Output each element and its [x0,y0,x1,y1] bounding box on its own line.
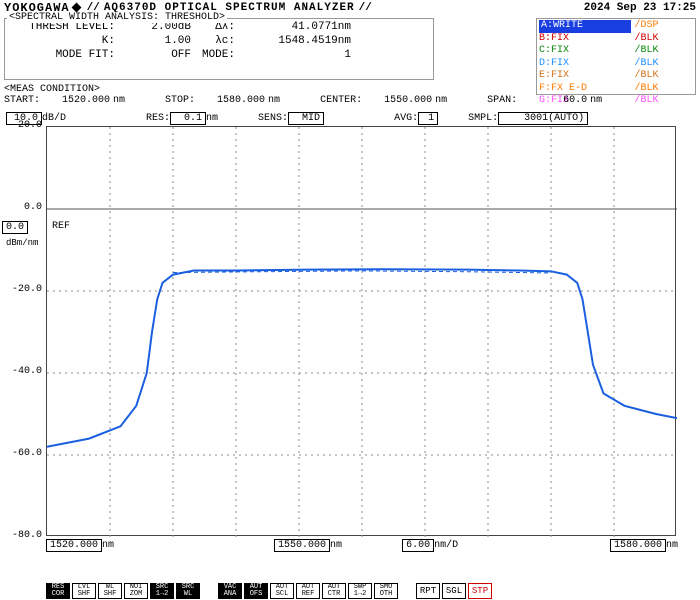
param-avg: AVG:1 [394,112,438,125]
meas-start: START: 1520.000 nm [4,95,125,106]
footer-btn-autofs[interactable]: AUTOFS [244,583,268,599]
footer-btn-wlshf[interactable]: WLSHF [98,583,122,599]
footer-btn-vacana[interactable]: VACANA [218,583,242,599]
datetime-label: 2024 Sep 23 17:25 [584,2,696,14]
x-center[interactable]: 1550.000 [274,539,330,552]
analysis-box: <SPECTRAL WIDTH ANALYSIS: THRESHOLD> THR… [4,18,434,80]
footer-btn-rpt[interactable]: RPT [416,583,440,599]
y-tick: 20.0 [0,120,42,131]
footer-btn-src1→2[interactable]: SRC1→2 [150,583,174,599]
trace-row: B:FIX/BLK [539,33,693,46]
x-right[interactable]: 1580.000 [610,539,666,552]
y-axis: 20.00.0-20.0-40.0-60.0-80.0 [0,126,44,536]
plot-wrap: 20.00.0-20.0-40.0-60.0-80.0 0.0 dBm/nm R… [0,126,700,554]
footer-btn-lvlshf[interactable]: LVLSHF [72,583,96,599]
y-tick: -60.0 [0,448,42,459]
y-tick: -20.0 [0,284,42,295]
meas-span: SPAN: 60.0 nm [487,95,602,106]
y-tick: -40.0 [0,366,42,377]
meas-center: CENTER: 1550.000 nm [320,95,447,106]
ref-level-box[interactable]: 0.0 [2,221,28,234]
footer-btn-rescor[interactable]: RESCOR [46,583,70,599]
x-axis-readout: 1520.000nm 1550.000nm 6.00nm/D 1580.000n… [0,536,700,554]
footer-btn-stp[interactable]: STP [468,583,492,599]
footer-btn-autctr[interactable]: AUTCTR [322,583,346,599]
meas-title: <MEAS CONDITION> [4,84,602,95]
trace-row: A:WRITE/DSP [539,20,693,33]
footer-btn-smooth[interactable]: SMOOTH [374,583,398,599]
footer-btn-autref[interactable]: AUTREF [296,583,320,599]
footer-btn-swp1→2[interactable]: SWP1→2 [348,583,372,599]
param-sens: SENS:MID [258,112,324,125]
trace-row: E:FIX/BLK [539,70,693,83]
param-res: RES:0.1nm [146,112,218,125]
slashes-right: // [359,2,372,14]
footer-btn-noizom[interactable]: NOIZOM [124,583,148,599]
analysis-heading: <SPECTRAL WIDTH ANALYSIS: THRESHOLD> [7,12,227,23]
y-tick: 0.0 [0,202,42,213]
footer-btn-autscl[interactable]: AUTSCL [270,583,294,599]
param-smpl: SMPL:3001(AUTO) [468,112,588,125]
brand-diamond-icon [71,3,81,13]
footer-btn-srcwl[interactable]: SRCWL [176,583,200,599]
meas-condition: <MEAS CONDITION> START: 1520.000 nm STOP… [4,84,602,106]
footer-btn-sgl[interactable]: SGL [442,583,466,599]
x-div[interactable]: 6.00 [402,539,434,552]
meas-stop: STOP: 1580.000 nm [165,95,280,106]
ref-unit: dBm/nm [6,238,38,248]
param-line: 10.0dB/D RES:0.1nm SENS:MID AVG:1 SMPL:3… [6,112,694,125]
trace-row: C:FIX/BLK [539,45,693,58]
footer-button-bar: RESCORLVLSHFWLSHFNOIZOMSRC1→2SRCWL VACANA… [0,582,700,600]
trace-row: D:FIX/BLK [539,58,693,71]
spectrum-plot[interactable] [46,126,676,536]
x-left[interactable]: 1520.000 [46,539,102,552]
